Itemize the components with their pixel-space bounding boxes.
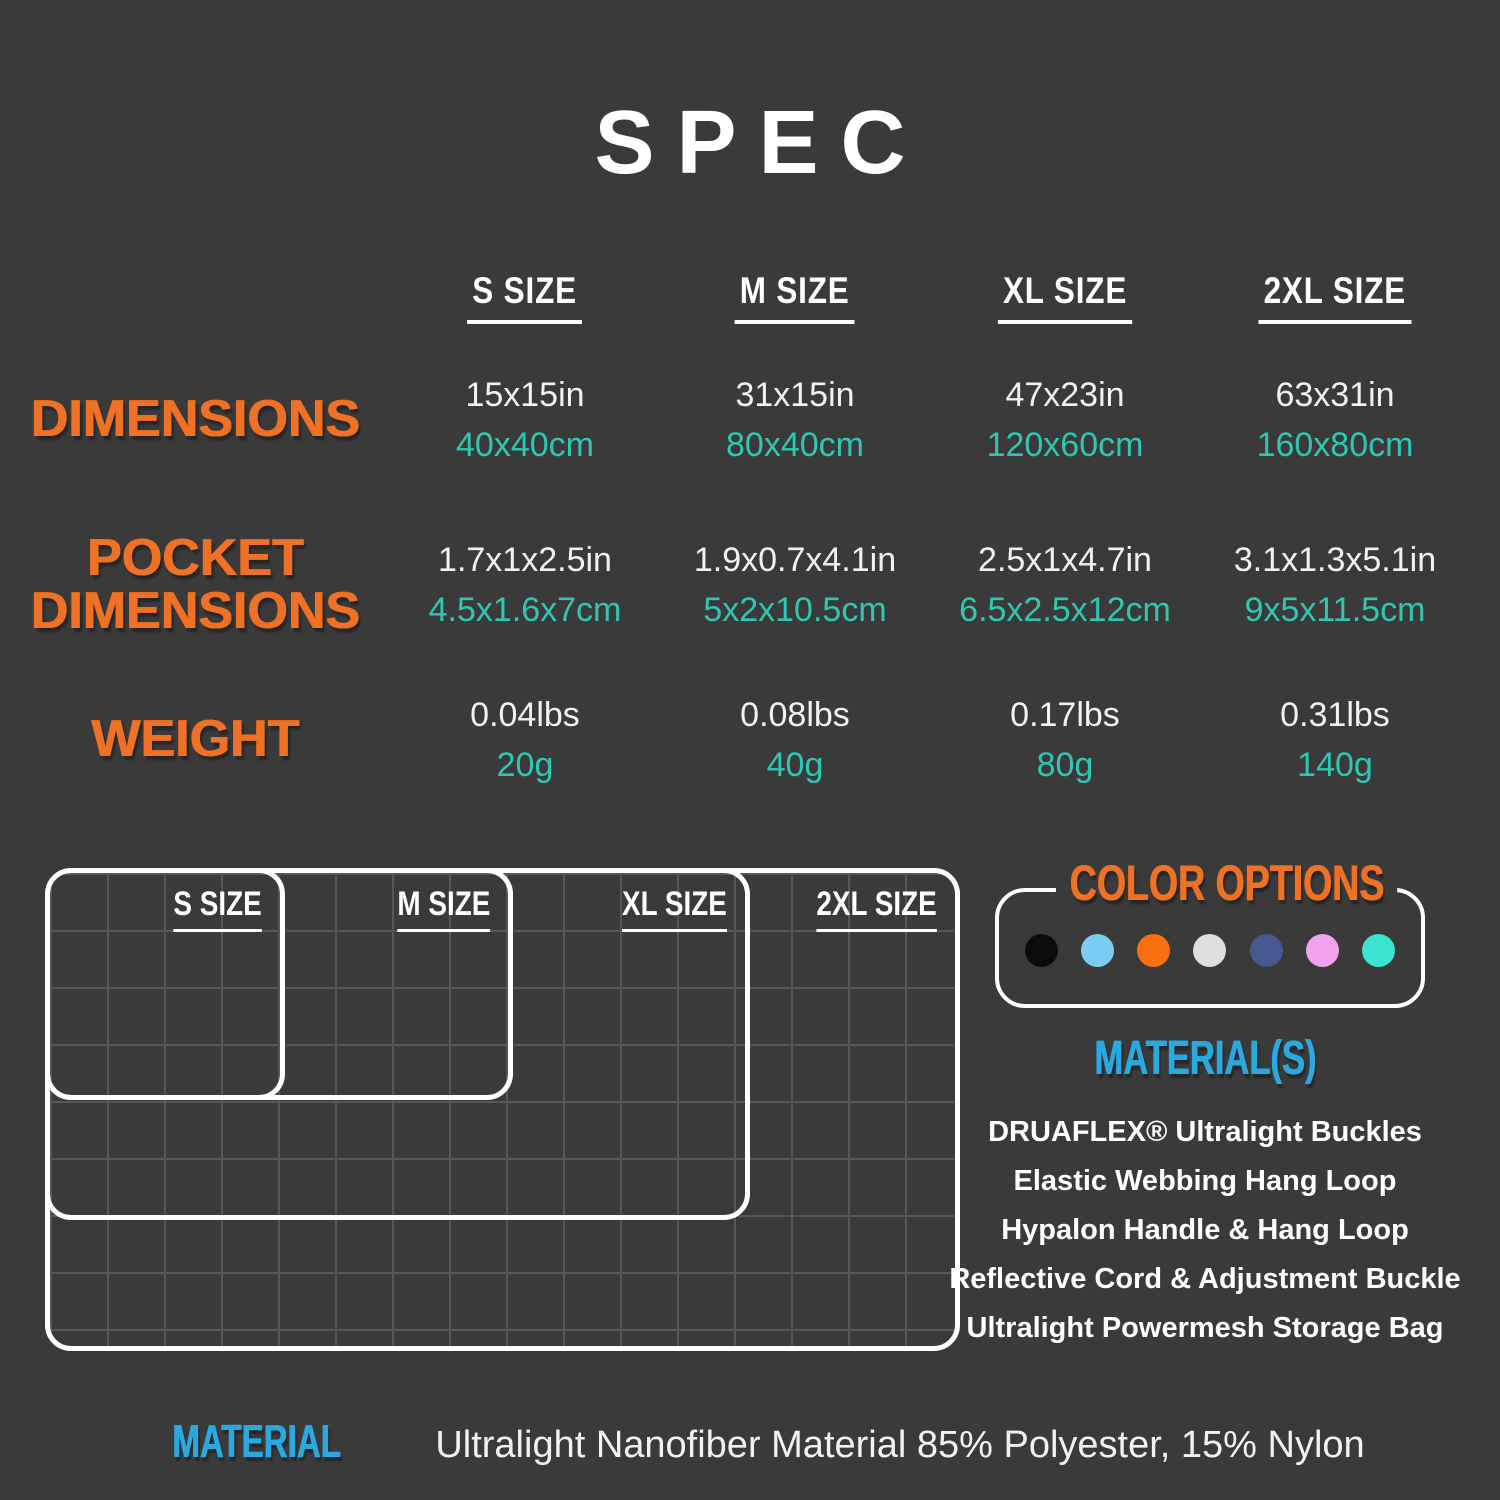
column-header-2xl-size: 2XL SIZE: [1258, 270, 1412, 324]
value-inches: 1.9x0.7x4.1in: [693, 541, 897, 580]
diagram-label-m: M SIZE: [377, 885, 490, 932]
material-list-item: Ultralight Powermesh Storage Bag: [966, 1312, 1444, 1345]
value-inches: 3.1x1.3x5.1in: [1233, 541, 1437, 580]
value-inches: 63x31in: [1275, 376, 1395, 414]
value-cm: 9x5x11.5cm: [1244, 591, 1426, 630]
pocket-cell-s: 1.7x1x2.5in 4.5x1.6x7cm: [390, 535, 660, 635]
material-list-item: Hypalon Handle & Hang Loop: [1001, 1214, 1409, 1247]
table-row-pocket-dimensions: POCKET DIMENSIONS 1.7x1x2.5in 4.5x1.6x7c…: [0, 531, 1470, 637]
value-grams: 20g: [496, 746, 554, 784]
pocket-cell-m: 1.9x0.7x4.1in 5x2x10.5cm: [660, 535, 930, 635]
color-swatch-turquoise: [1361, 934, 1395, 967]
color-swatch-light-gray: [1193, 934, 1227, 967]
value-inches: 15x15in: [465, 376, 585, 414]
pocket-cell-2xl: 3.1x1.3x5.1in 9x5x11.5cm: [1200, 535, 1470, 635]
size-rect-m: M SIZE: [50, 873, 513, 1100]
column-header-m-size: M SIZE: [734, 270, 856, 324]
size-header-row: S SIZE M SIZE XL SIZE 2XL SIZE: [0, 270, 1470, 324]
color-swatch-row: [1025, 934, 1395, 967]
materials-list: DRUAFLEX® Ultralight Buckles Elastic Web…: [880, 1108, 1500, 1353]
dimensions-cell-s: 15x15in 40x40cm: [390, 370, 660, 470]
dimensions-cell-m: 31x15in 80x40cm: [660, 370, 930, 470]
diagram-label-xl: XL SIZE: [599, 885, 727, 932]
value-lbs: 0.04lbs: [470, 696, 580, 734]
material-row-label: MATERIAL: [172, 1415, 341, 1467]
material-list-item: Elastic Webbing Hang Loop: [1013, 1165, 1397, 1198]
color-swatch-pink: [1305, 934, 1339, 967]
diagram-label-2xl: 2XL SIZE: [790, 885, 937, 932]
weight-cell-2xl: 0.31lbs 140g: [1200, 690, 1470, 790]
material-list-item: DRUAFLEX® Ultralight Buckles: [988, 1116, 1422, 1149]
pocket-cell-xl: 2.5x1x4.7in 6.5x2.5x12cm: [930, 535, 1200, 635]
dimensions-cell-2xl: 63x31in 160x80cm: [1200, 370, 1470, 470]
column-header-xl-size: XL SIZE: [997, 270, 1133, 324]
value-grams: 140g: [1297, 746, 1373, 784]
value-cm: 160x80cm: [1256, 426, 1414, 464]
value-grams: 80g: [1036, 746, 1094, 784]
table-row-dimensions: DIMENSIONS 15x15in 40x40cm 31x15in 80x40…: [0, 370, 1470, 470]
value-cm: 80x40cm: [726, 426, 864, 464]
value-cm: 40x40cm: [456, 426, 594, 464]
value-inches: 1.7x1x2.5in: [438, 541, 612, 580]
value-inches: 31x15in: [735, 376, 855, 414]
value-inches: 2.5x1x4.7in: [978, 541, 1152, 580]
materials-title: MATERIAL(S): [1093, 1032, 1317, 1085]
weight-cell-m: 0.08lbs 40g: [660, 690, 930, 790]
table-row-weight: WEIGHT 0.04lbs 20g 0.08lbs 40g 0.17lbs 8…: [0, 690, 1470, 790]
row-label-weight: WEIGHT: [91, 710, 299, 769]
dimensions-cell-xl: 47x23in 120x60cm: [930, 370, 1200, 470]
material-list-item: Reflective Cord & Adjustment Buckle: [949, 1263, 1461, 1296]
value-inches: 47x23in: [1005, 376, 1125, 414]
color-options-title: COLOR OPTIONS: [999, 856, 1421, 911]
row-label-pocket-dimensions: POCKET DIMENSIONS: [30, 529, 360, 641]
material-row-value: Ultralight Nanofiber Material 85% Polyes…: [435, 1424, 1365, 1466]
value-lbs: 0.17lbs: [1010, 696, 1120, 734]
value-cm: 4.5x1.6x7cm: [428, 591, 622, 630]
materials-section: MATERIAL(S) DRUAFLEX® Ultralight Buckles…: [880, 1032, 1500, 1353]
color-swatch-orange: [1137, 934, 1171, 967]
size-rect-s: S SIZE: [50, 873, 285, 1100]
value-cm: 5x2x10.5cm: [703, 591, 887, 630]
row-label-dimensions: DIMENSIONS: [30, 390, 360, 449]
value-cm: 120x60cm: [986, 426, 1144, 464]
diagram-label-s: S SIZE: [154, 885, 262, 932]
size-comparison-diagram: 2XL SIZE XL SIZE M SIZE S SIZE: [45, 868, 960, 1351]
value-cm: 6.5x2.5x12cm: [959, 591, 1171, 630]
weight-cell-xl: 0.17lbs 80g: [930, 690, 1200, 790]
value-lbs: 0.08lbs: [740, 696, 850, 734]
value-grams: 40g: [766, 746, 824, 784]
color-swatch-light-blue: [1081, 934, 1115, 967]
weight-cell-s: 0.04lbs 20g: [390, 690, 660, 790]
color-options-panel: COLOR OPTIONS: [995, 856, 1425, 1008]
column-header-s-size: S SIZE: [467, 270, 583, 324]
page-title: SPEC: [594, 93, 928, 193]
value-lbs: 0.31lbs: [1280, 696, 1390, 734]
color-swatch-black: [1025, 934, 1058, 967]
size-rect-xl: XL SIZE: [50, 873, 750, 1220]
color-swatch-navy: [1249, 934, 1283, 967]
